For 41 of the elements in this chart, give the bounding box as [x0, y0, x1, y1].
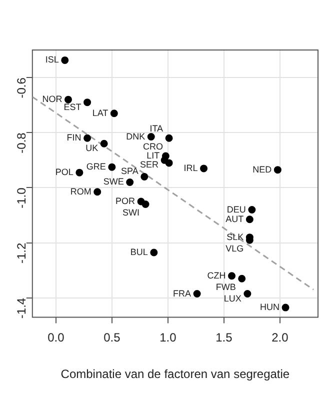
- annotation: HUN: [260, 302, 280, 312]
- annotation: SLK: [226, 232, 244, 242]
- annotation: ROM: [70, 186, 92, 196]
- annotation: IRL: [184, 162, 198, 173]
- annotation: EST: [64, 102, 82, 112]
- x-tick-label: 0.5: [104, 330, 121, 345]
- annotation: BUL: [130, 246, 148, 257]
- annotation: LAT: [92, 108, 109, 118]
- annotation: ITA: [150, 124, 164, 134]
- y-tick-label: -1.0: [14, 187, 29, 208]
- annotation: GRE: [86, 162, 106, 172]
- annotation: NOR: [42, 94, 63, 104]
- annotation: LIT: [146, 150, 160, 161]
- annotation: VLG: [226, 244, 244, 254]
- annotation: POR: [116, 196, 136, 206]
- annotation: LUX: [224, 293, 242, 304]
- annotation: FIN: [66, 132, 82, 143]
- annotation: AUT: [226, 214, 244, 224]
- annotation: FRA: [173, 288, 192, 298]
- annotation: NED: [252, 164, 272, 174]
- x-axis-title: Combinatie van de factoren van segregatie: [60, 367, 290, 382]
- annotation: CRO: [143, 141, 164, 152]
- annotation: POL: [55, 167, 74, 178]
- annotation: ISL: [45, 54, 59, 65]
- annotation: CZH: [207, 270, 226, 280]
- y-tick-label: -1.4: [14, 298, 29, 319]
- annotation: SWI: [122, 208, 140, 218]
- annotation: DNK: [126, 131, 146, 142]
- annotation: UK: [86, 143, 98, 154]
- annotation: SER: [140, 160, 160, 170]
- annotation: DEU: [226, 204, 246, 214]
- annotation: SPA: [121, 166, 138, 176]
- y-tick-label: -0.8: [14, 132, 29, 154]
- x-tick-label: 2.0: [272, 330, 289, 345]
- x-tick-label: 1.0: [160, 330, 177, 345]
- y-tick-label: -1.2: [14, 242, 29, 264]
- x-tick-label: 0.0: [48, 330, 65, 345]
- annotation: FWB: [216, 282, 236, 292]
- annotation: SWE: [103, 176, 124, 187]
- x-tick-label: 1.5: [216, 330, 233, 345]
- y-tick-label: -0.6: [14, 77, 29, 98]
